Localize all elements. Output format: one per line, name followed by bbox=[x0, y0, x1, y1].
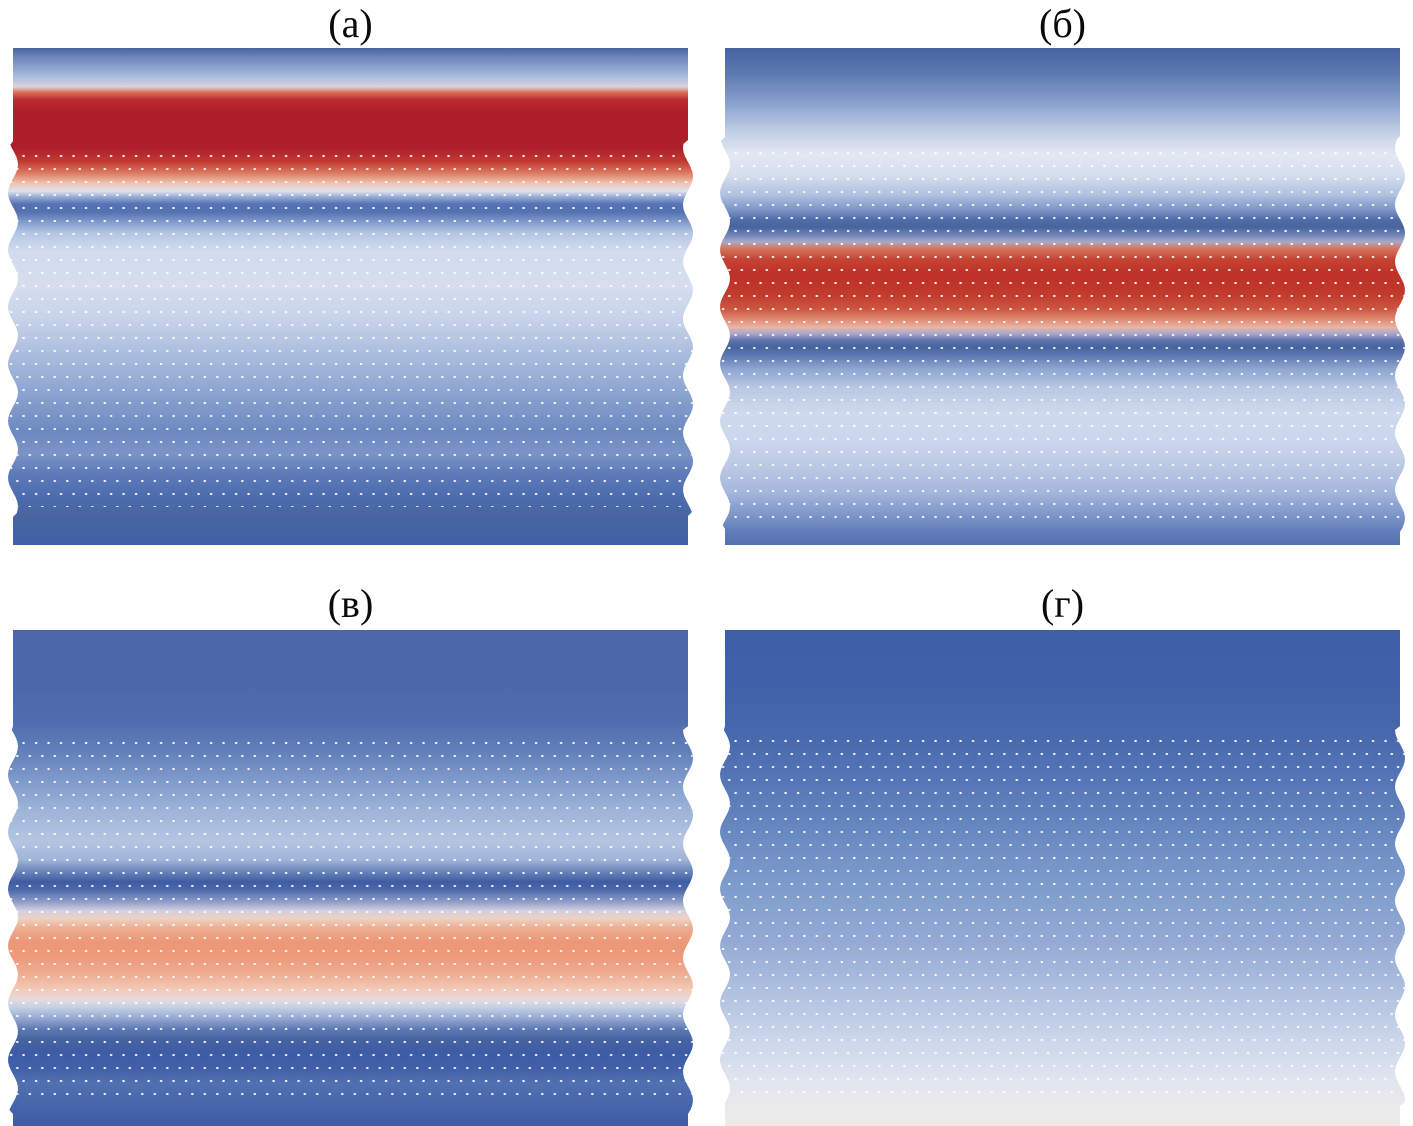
simulation-panel-a bbox=[8, 48, 693, 545]
simulation-panel-v bbox=[8, 630, 693, 1126]
panel-label-v: (в) bbox=[327, 581, 374, 626]
panel-label-b: (б) bbox=[1039, 1, 1086, 46]
particle-dots-overlay bbox=[8, 737, 693, 1103]
panel-label-g: (г) bbox=[1040, 581, 1085, 626]
simulation-panel-g bbox=[720, 630, 1405, 1126]
particle-dots-overlay bbox=[720, 147, 1405, 520]
simulation-panel-b bbox=[720, 48, 1405, 545]
panel-label-a: (а) bbox=[328, 1, 373, 46]
particle-dots-overlay bbox=[8, 150, 693, 507]
particle-dots-overlay bbox=[720, 735, 1405, 1096]
